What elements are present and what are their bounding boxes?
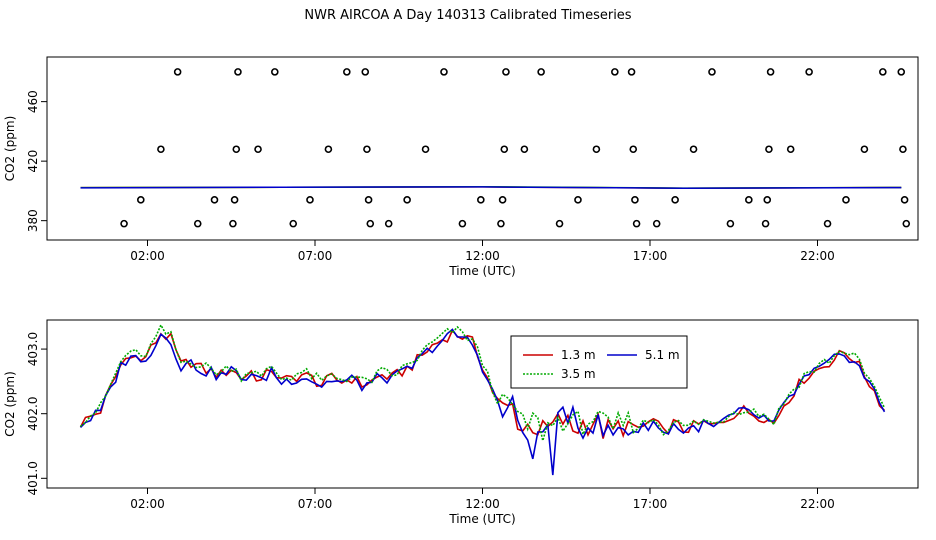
calibration-point [306,196,314,204]
calibration-point [537,68,545,76]
x-axis-label: Time (UTC) [448,264,515,278]
x-tick-label: 17:00 [633,249,668,263]
calibration-point [766,68,775,76]
calibration-point [361,68,370,76]
legend-label: 5.1 m [645,348,680,362]
calibration-point [497,219,505,228]
calibration-point [254,145,262,154]
calibration-point [592,145,601,154]
x-tick-label: 02:00 [130,497,165,511]
calibration-point [899,145,907,154]
calibration-point [879,68,887,76]
calibration-point [786,145,795,154]
calibration-point [652,219,661,228]
calibration-point [363,145,371,154]
calibration-point [860,145,869,154]
legend-label: 3.5 m [561,367,596,381]
legend-label: 1.3 m [561,348,596,362]
calibration-point [627,68,636,76]
series-line-5-1-m [79,328,886,476]
calibration-point [384,219,393,228]
calibration-point [900,196,909,204]
calibration-point [137,196,145,204]
calibration-point [193,219,202,228]
x-tick-label: 12:00 [465,497,500,511]
series-line-1-3-m [79,328,886,439]
calibration-point [477,196,485,204]
x-tick-label: 22:00 [800,249,835,263]
calibration-point [498,196,507,204]
calibration-point [763,196,772,204]
calibration-point [230,196,239,204]
calibration-point [343,68,351,76]
y-tick-label: 460 [26,90,40,113]
calibration-point [458,219,467,228]
y-tick-label: 401.0 [26,461,40,495]
y-tick-label: 403.0 [26,332,40,366]
top-panel: 02:00 07:00 12:00 17:00 22:00 380 420 460 Time (… [3,56,919,278]
x-tick-label: 22:00 [800,497,835,511]
y-axis-label: CO2 (ppm) [3,371,17,437]
calibration-point [902,219,911,228]
calibration-point [173,68,182,76]
x-tick-label: 02:00 [130,249,165,263]
calibration-point [234,68,242,76]
calibration-point [421,145,430,154]
calibration-point [842,196,850,204]
calibration-point [805,68,813,76]
calibration-point [823,219,832,228]
calibration-point [520,145,529,154]
calibration-point [324,145,333,154]
calibration-point [364,196,373,204]
calibration-point [440,68,448,76]
calibration-point [574,196,582,204]
calibration-point [761,219,770,228]
calibration-point [157,145,165,154]
x-axis-label: Time (UTC) [448,512,515,526]
x-tick-label: 07:00 [298,249,333,263]
calibration-point [366,219,375,228]
calibration-point [629,145,638,154]
y-tick-label: 402.0 [26,397,40,431]
calibration-point [210,196,219,204]
calibration-point [232,145,241,154]
calibration-point [689,145,698,154]
calibration-point [671,196,679,204]
calibration-point [726,219,735,228]
x-tick-label: 17:00 [633,497,668,511]
series-line [80,186,902,189]
calibration-point [611,68,619,76]
calibration-point [631,196,639,204]
calibration-point [555,219,564,228]
calibration-point [708,68,716,76]
calibration-point [500,145,509,154]
calibration-point [632,219,641,228]
calibration-point [745,196,753,204]
calibration-point [403,196,411,204]
series-line-3-5-m [80,323,886,441]
chart-title: NWR AIRCOA A Day 140313 Calibrated Times… [304,8,632,23]
calibration-point [229,219,237,228]
calibration-point [502,68,510,76]
calibration-point [289,219,298,228]
x-tick-label: 12:00 [465,249,500,263]
y-tick-label: 420 [26,150,40,173]
calibration-point [765,145,773,154]
x-tick-label: 07:00 [298,497,333,511]
bottom-panel: 02:00 07:00 12:00 17:00 22:00 401.0 402.0 403.0… [3,319,919,526]
calibration-point [120,219,128,228]
y-axis-label: CO2 (ppm) [3,116,17,182]
legend-box [510,335,688,389]
calibration-point [897,68,906,76]
y-tick-label: 380 [26,209,40,232]
calibration-point [270,68,279,76]
